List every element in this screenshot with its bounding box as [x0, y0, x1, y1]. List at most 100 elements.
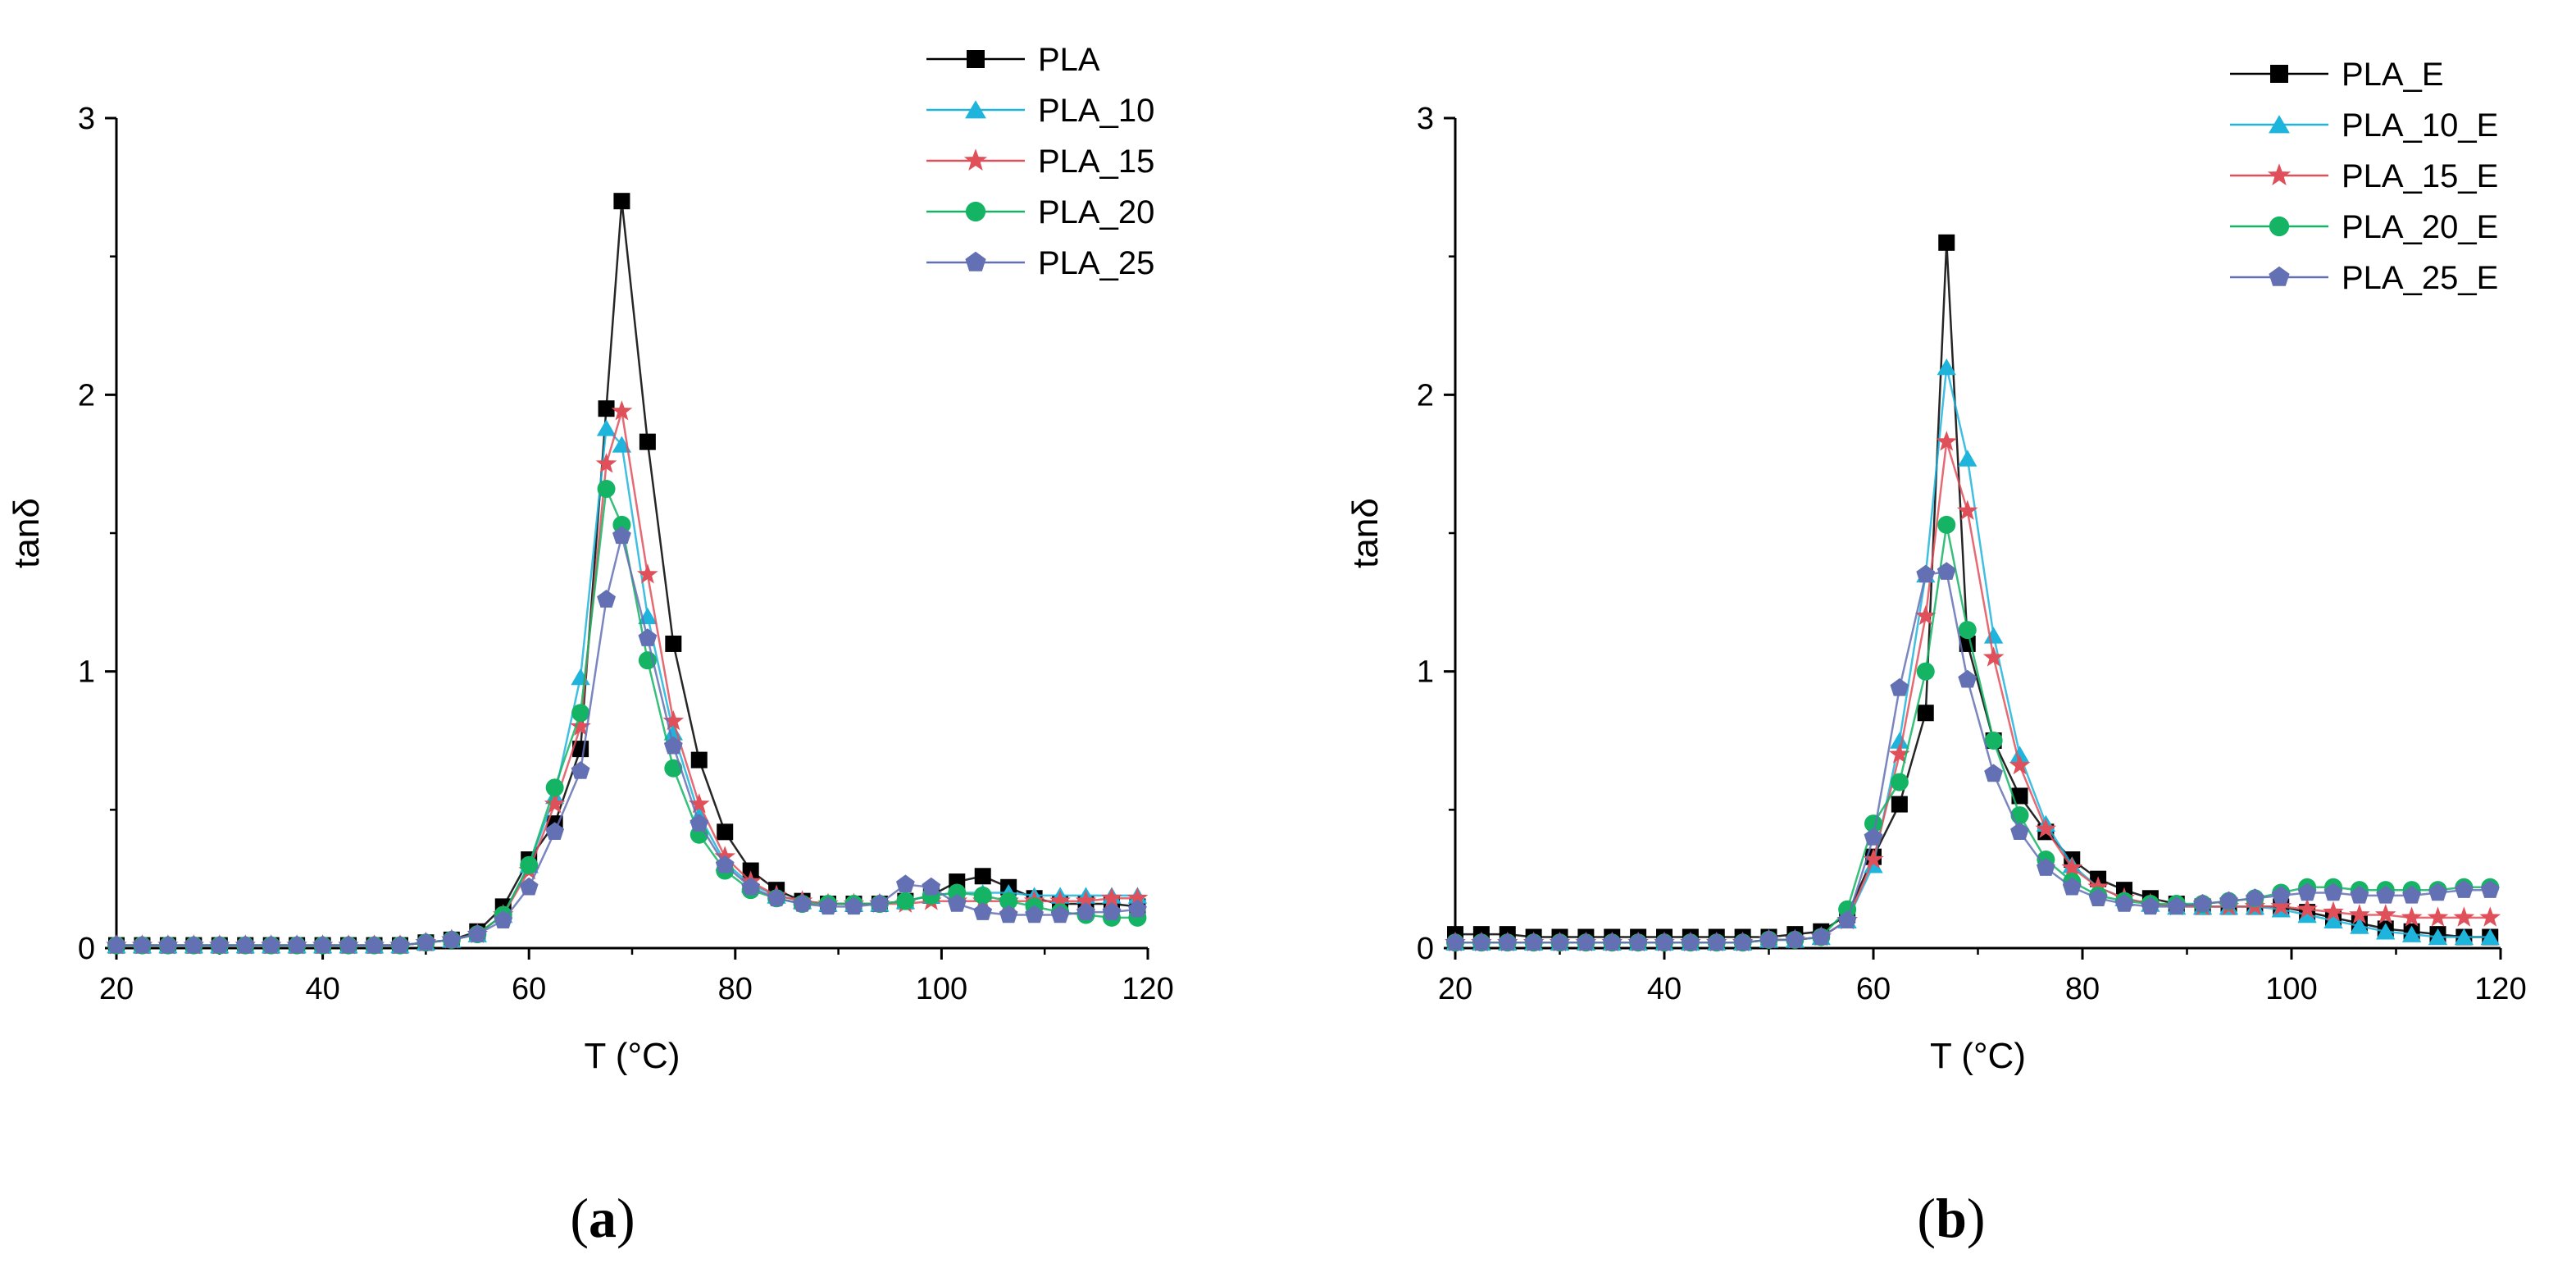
panel-label-b-open: (: [1917, 1187, 1936, 1249]
panel-a-point-PLA-34: [974, 868, 991, 885]
panel-a-y-tick-label-2: 2: [78, 378, 95, 413]
panel-b-y-tick-label-1: 1: [1417, 655, 1434, 690]
panel-b-point-PLA_20_E-20: [1958, 621, 1977, 640]
panel-b-legend-label-PLA_20_E: PLA_20_E: [2342, 209, 2498, 245]
panel-a-point-PLA_25-0: [107, 935, 126, 954]
panel-a-point-PLA_15-20: [611, 400, 633, 421]
panel-a-point-PLA-21: [639, 433, 656, 450]
panel-b-point-PLA_25_E-0: [1445, 933, 1465, 951]
panel-b-point-PLA_25_E-6: [1602, 933, 1622, 951]
panel-a-x-axis-label: T (°C): [585, 1036, 680, 1076]
panel-b-point-PLA_15_E-36: [2374, 904, 2396, 924]
panel-a-legend-label-PLA: PLA: [1038, 42, 1100, 78]
panel-a-y-axis-label: tanδ: [7, 498, 47, 568]
panel-b-point-PLA_25_E-3: [1524, 933, 1543, 951]
panel-a-point-PLA_25-40: [1128, 899, 1147, 918]
panel-b-x-tick-label-60: 60: [1856, 972, 1891, 1006]
panel-a-point-PLA_25-35: [999, 905, 1018, 924]
panel-b-point-PLA_10_E-37: [2401, 925, 2422, 942]
panel-a-point-PLA_15-18: [570, 715, 591, 737]
panel-b-point-PLA_10_E-39: [2454, 928, 2474, 946]
panel-b-point-PLA_15_E-17: [1889, 743, 1910, 764]
panel-a-point-PLA-22: [665, 635, 682, 652]
panel-b-point-PLA_10_E-19: [1937, 358, 1956, 376]
panel-b-point-PLA_25_E-37: [2402, 885, 2421, 904]
panel-b-point-PLA_25_E-1: [1472, 933, 1491, 951]
panel-b-point-PLA_15_E-39: [2453, 906, 2475, 927]
panel-a-point-PLA_20-19: [597, 480, 616, 499]
panel-b-y-tick-label-2: 2: [1417, 378, 1434, 413]
panel-b-point-PLA_E-19: [1938, 234, 1955, 251]
panel-a-point-PLA_25-13: [442, 929, 462, 948]
panel-a-point-PLA_20-20: [612, 515, 631, 534]
panel-b-point-PLA_25_E-21: [1984, 764, 2003, 782]
panel-a-point-PLA-23: [690, 751, 708, 768]
panel-a-point-PLA_25-30: [870, 894, 890, 912]
panel-a-point-PLA_25-25: [741, 877, 761, 896]
panel-b-point-PLA_25_E-40: [2480, 880, 2500, 898]
panel-a-point-PLA_25-8: [313, 935, 332, 954]
panel-a-point-PLA_25-5: [235, 935, 255, 954]
panel-a-point-PLA_10-20: [612, 436, 632, 453]
panel-a-point-PLA_20-16: [520, 855, 539, 874]
panel-b-point-PLA_E-17: [1891, 796, 1908, 813]
panel-b-legend-label-PLA_15_E: PLA_15_E: [2342, 158, 2498, 194]
panel-b-point-PLA_15_E-40: [2479, 906, 2501, 927]
panel-b-point-PLA_15_E-21: [1982, 646, 2005, 667]
chart-panel-b: 20 40 60 80 100 120 0 1 2 3 T (°C) tanδ PLA_E PLA_10_…: [1345, 57, 2527, 1076]
panel-a-point-PLA_25-19: [597, 590, 616, 608]
panel-b-point-PLA_25_E-15: [1837, 910, 1857, 928]
panel-b-point-PLA_15_E-19: [1936, 431, 1958, 451]
panel-b-legend-marker-PLA_10_E: [2269, 115, 2290, 134]
panel-a-point-PLA_15-39: [1101, 887, 1122, 908]
panel-label-b: (b): [1917, 1187, 1985, 1249]
panel-a-point-PLA_25-26: [767, 888, 786, 906]
panel-b-point-PLA_10_E-21: [1983, 627, 2004, 644]
panel-b-point-PLA_25_E-29: [2193, 894, 2212, 912]
panel-b-point-PLA_25_E-20: [1958, 669, 1978, 688]
panel-a-point-PLA-20: [613, 193, 630, 210]
panel-a-point-PLA_25-7: [287, 935, 307, 954]
panel-a-point-PLA_20-18: [571, 704, 590, 723]
panel-b-point-PLA_E-18: [1917, 705, 1934, 722]
panel-b-legend-marker-PLA_15_E: [2267, 163, 2292, 185]
panel-a-x-tick-label-20: 20: [99, 972, 134, 1006]
panel-a-point-PLA_25-39: [1102, 902, 1122, 920]
panel-b-point-PLA_25_E-19: [1937, 562, 1956, 580]
panel-b-point-PLA_25_E-25: [2088, 888, 2108, 906]
panel-b-point-PLA_15_E-22: [2009, 754, 2031, 775]
panel-a-legend-marker-PLA_25: [965, 251, 986, 271]
panel-a-point-PLA_25-10: [365, 935, 384, 954]
panel-b-point-PLA_25_E-4: [1550, 933, 1569, 951]
panel-a-point-PLA_25-27: [793, 894, 812, 912]
panel-a-point-PLA_25-1: [133, 935, 152, 954]
panel-a-point-PLA_15-21: [637, 563, 658, 584]
panel-a-series-PLA_25: [107, 526, 1147, 954]
panel-a-legend-marker-PLA_15: [963, 148, 988, 171]
panel-b-point-PLA_25_E-8: [1654, 933, 1674, 951]
panel-b-point-PLA_15_E-25: [2087, 876, 2109, 896]
panel-b-point-PLA_25_E-18: [1916, 564, 1936, 583]
panel-b-point-PLA_15_E-33: [2296, 898, 2318, 919]
panel-b-point-PLA_25_E-2: [1498, 933, 1518, 951]
panel-b-x-tick-label-20: 20: [1438, 972, 1472, 1006]
panel-a-point-PLA_25-2: [158, 935, 178, 954]
panel-b-point-PLA_25_E-23: [2037, 858, 2055, 876]
panel-b-point-PLA_15_E-23: [2035, 818, 2057, 838]
panel-b-point-PLA_20_E-17: [1890, 773, 1909, 791]
panel-b-point-PLA_25_E-31: [2246, 888, 2264, 906]
panel-b-point-PLA_25_E-16: [1864, 828, 1883, 846]
panel-a-point-PLA_25-36: [1025, 905, 1044, 924]
panel-a-point-PLA_25-9: [339, 935, 358, 954]
panel-b-point-PLA_25_E-38: [2428, 882, 2447, 901]
panel-b-point-PLA_25_E-9: [1681, 933, 1700, 951]
panel-b-point-PLA_20_E-22: [2010, 806, 2029, 825]
panel-b-point-PLA_25_E-12: [1759, 929, 1778, 948]
panel-a-point-PLA_10-19: [596, 419, 617, 436]
panel-b-point-PLA_25_E-27: [2141, 896, 2160, 915]
panel-a-point-PLA_25-18: [571, 761, 590, 779]
panel-a-point-PLA_25-15: [494, 910, 513, 928]
panel-b-y-axis-label: tanδ: [1345, 498, 1386, 568]
panel-a-point-PLA_25-20: [612, 526, 631, 545]
